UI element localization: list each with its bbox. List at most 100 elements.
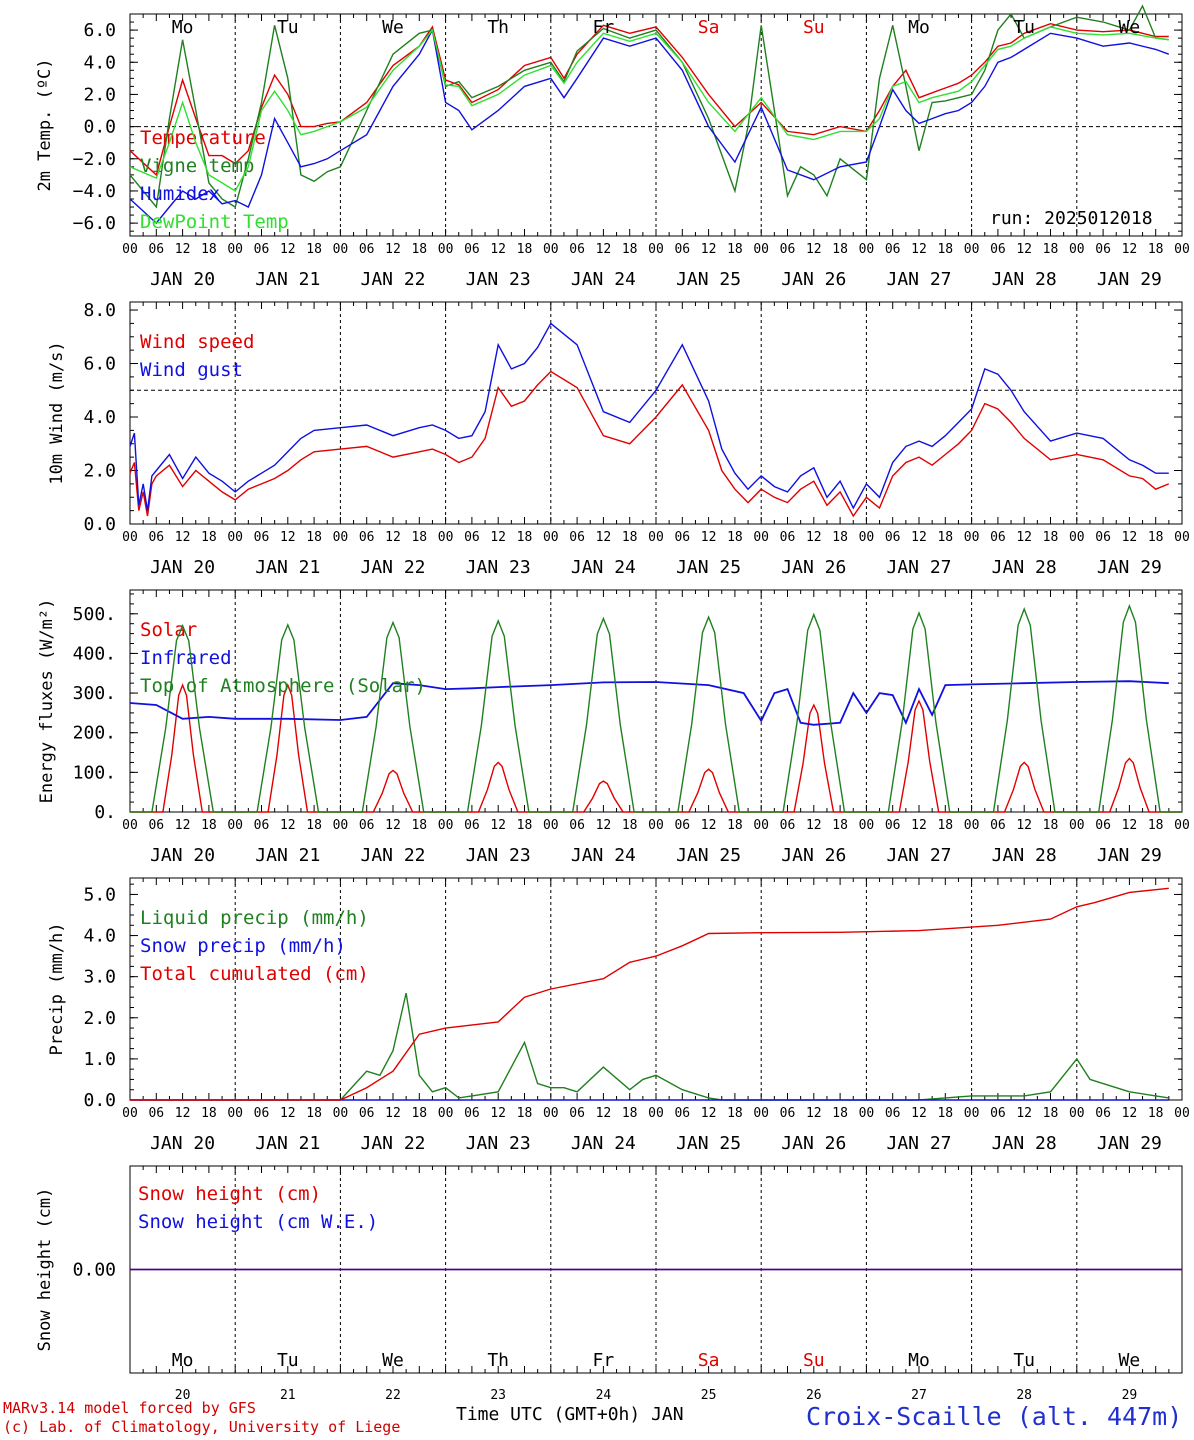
weekday-label-top: Th (487, 17, 509, 38)
hour-tick-label: 00 (543, 242, 559, 257)
weekday-label-top: Sa (698, 17, 720, 38)
day-number: 20 (175, 1388, 191, 1403)
hour-tick-label: 00 (753, 1106, 769, 1121)
y-tick-label: −6.0 (73, 213, 116, 234)
hour-tick-label: 06 (569, 1106, 585, 1121)
hour-tick-label: 18 (832, 530, 848, 545)
day-label: JAN 22 (360, 269, 425, 290)
hour-tick-label: 06 (1095, 242, 1111, 257)
hour-tick-label: 12 (596, 242, 612, 257)
hour-tick-label: 06 (569, 242, 585, 257)
weekday-label-bottom: We (1119, 1350, 1141, 1371)
hour-tick-label: 00 (859, 530, 875, 545)
hour-tick-label: 12 (806, 530, 822, 545)
hour-tick-label: 06 (148, 530, 164, 545)
day-number: 28 (1016, 1388, 1032, 1403)
hour-tick-label: 06 (569, 818, 585, 833)
hour-tick-label: 12 (911, 530, 927, 545)
day-label: JAN 20 (150, 1133, 215, 1154)
hour-tick-label: 06 (674, 818, 690, 833)
hour-tick-label: 12 (701, 1106, 717, 1121)
series-line-wind-speed (129, 370, 1170, 518)
hour-tick-label: 12 (175, 818, 191, 833)
day-label: JAN 20 (150, 557, 215, 578)
hour-tick-label: 00 (227, 242, 243, 257)
hour-tick-label: 12 (490, 530, 506, 545)
hour-tick-label: 18 (517, 818, 533, 833)
y-axis-label: 10m Wind (m/s) (47, 341, 67, 484)
day-number: 25 (701, 1388, 717, 1403)
y-tick-label: 4.0 (83, 407, 116, 428)
hour-tick-label: 18 (1148, 1106, 1164, 1121)
day-label: JAN 21 (255, 557, 320, 578)
hour-tick-label: 12 (280, 818, 296, 833)
hour-tick-label: 00 (753, 530, 769, 545)
hour-tick-label: 12 (806, 242, 822, 257)
day-label: JAN 21 (255, 845, 320, 866)
hour-tick-label: 00 (227, 818, 243, 833)
y-axis-label: Snow height (cm) (35, 1188, 55, 1352)
day-label: JAN 26 (781, 269, 846, 290)
station-name: Croix-Scaille (alt. 447m) (806, 1402, 1183, 1431)
credit-line-2: (c) Lab. of Climatology, University of L… (3, 1418, 401, 1436)
legend-entry: Top of Atmosphere (Solar) (140, 675, 426, 697)
legend-entry: Vigne temp (140, 155, 254, 177)
weekday-label-bottom: Mo (172, 1350, 194, 1371)
hour-tick-label: 06 (359, 242, 375, 257)
day-label: JAN 24 (571, 845, 636, 866)
y-tick-label: 3.0 (83, 967, 116, 988)
hour-tick-label: 00 (859, 242, 875, 257)
hour-tick-label: 00 (333, 530, 349, 545)
hour-tick-label: 06 (674, 242, 690, 257)
hour-tick-label: 00 (543, 530, 559, 545)
hour-tick-label: 12 (596, 1106, 612, 1121)
day-number: 22 (385, 1388, 401, 1403)
y-tick-label: 4.0 (83, 52, 116, 73)
weekday-label-top: Fr (593, 17, 615, 38)
hour-tick-label: 06 (148, 818, 164, 833)
weekday-label-bottom: Sa (698, 1350, 720, 1371)
day-label: JAN 23 (466, 845, 531, 866)
hour-tick-label: 12 (490, 818, 506, 833)
credit-line-1: MARv3.14 model forced by GFS (3, 1399, 256, 1417)
day-label: JAN 25 (676, 269, 741, 290)
hour-tick-label: 00 (753, 242, 769, 257)
weekday-label-bottom: Mo (908, 1350, 930, 1371)
hour-tick-label: 06 (780, 1106, 796, 1121)
hour-tick-label: 00 (333, 242, 349, 257)
hour-tick-label: 06 (674, 530, 690, 545)
run-label: run: 2025012018 (990, 208, 1153, 229)
hour-tick-label: 12 (490, 1106, 506, 1121)
y-tick-label: 2.0 (83, 461, 116, 482)
hour-tick-label: 18 (1043, 818, 1059, 833)
legend-entry: Wind gust (140, 359, 243, 381)
hour-tick-label: 00 (964, 818, 980, 833)
hour-tick-label: 12 (1122, 1106, 1138, 1121)
day-label: JAN 28 (992, 557, 1057, 578)
weekday-label-top: Su (803, 17, 825, 38)
weekday-label-bottom: We (382, 1350, 404, 1371)
legend-entry: Wind speed (140, 331, 254, 353)
legend-entry: Total cumulated (cm) (140, 963, 369, 985)
day-label: JAN 22 (360, 557, 425, 578)
legend-entry: DewPoint Temp (140, 211, 289, 233)
hour-tick-label: 12 (1122, 818, 1138, 833)
day-label: JAN 23 (466, 269, 531, 290)
y-tick-label: 6.0 (83, 20, 116, 41)
day-label: JAN 23 (466, 1133, 531, 1154)
day-label: JAN 22 (360, 1133, 425, 1154)
hour-tick-label: 12 (701, 818, 717, 833)
series-line-liquid-precip-mm-h- (130, 992, 1169, 1101)
hour-tick-label: 12 (385, 530, 401, 545)
hour-tick-label: 06 (148, 242, 164, 257)
hour-tick-label: 18 (832, 1106, 848, 1121)
y-tick-label: −2.0 (73, 149, 116, 170)
hour-tick-label: 18 (201, 818, 217, 833)
hour-tick-label: 06 (464, 1106, 480, 1121)
hour-tick-label: 12 (175, 242, 191, 257)
weekday-label-top: We (382, 17, 404, 38)
weekday-label-top: Tu (277, 17, 299, 38)
hour-tick-label: 00 (1174, 530, 1190, 545)
hour-tick-label: 06 (1095, 530, 1111, 545)
hour-tick-label: 00 (648, 242, 664, 257)
